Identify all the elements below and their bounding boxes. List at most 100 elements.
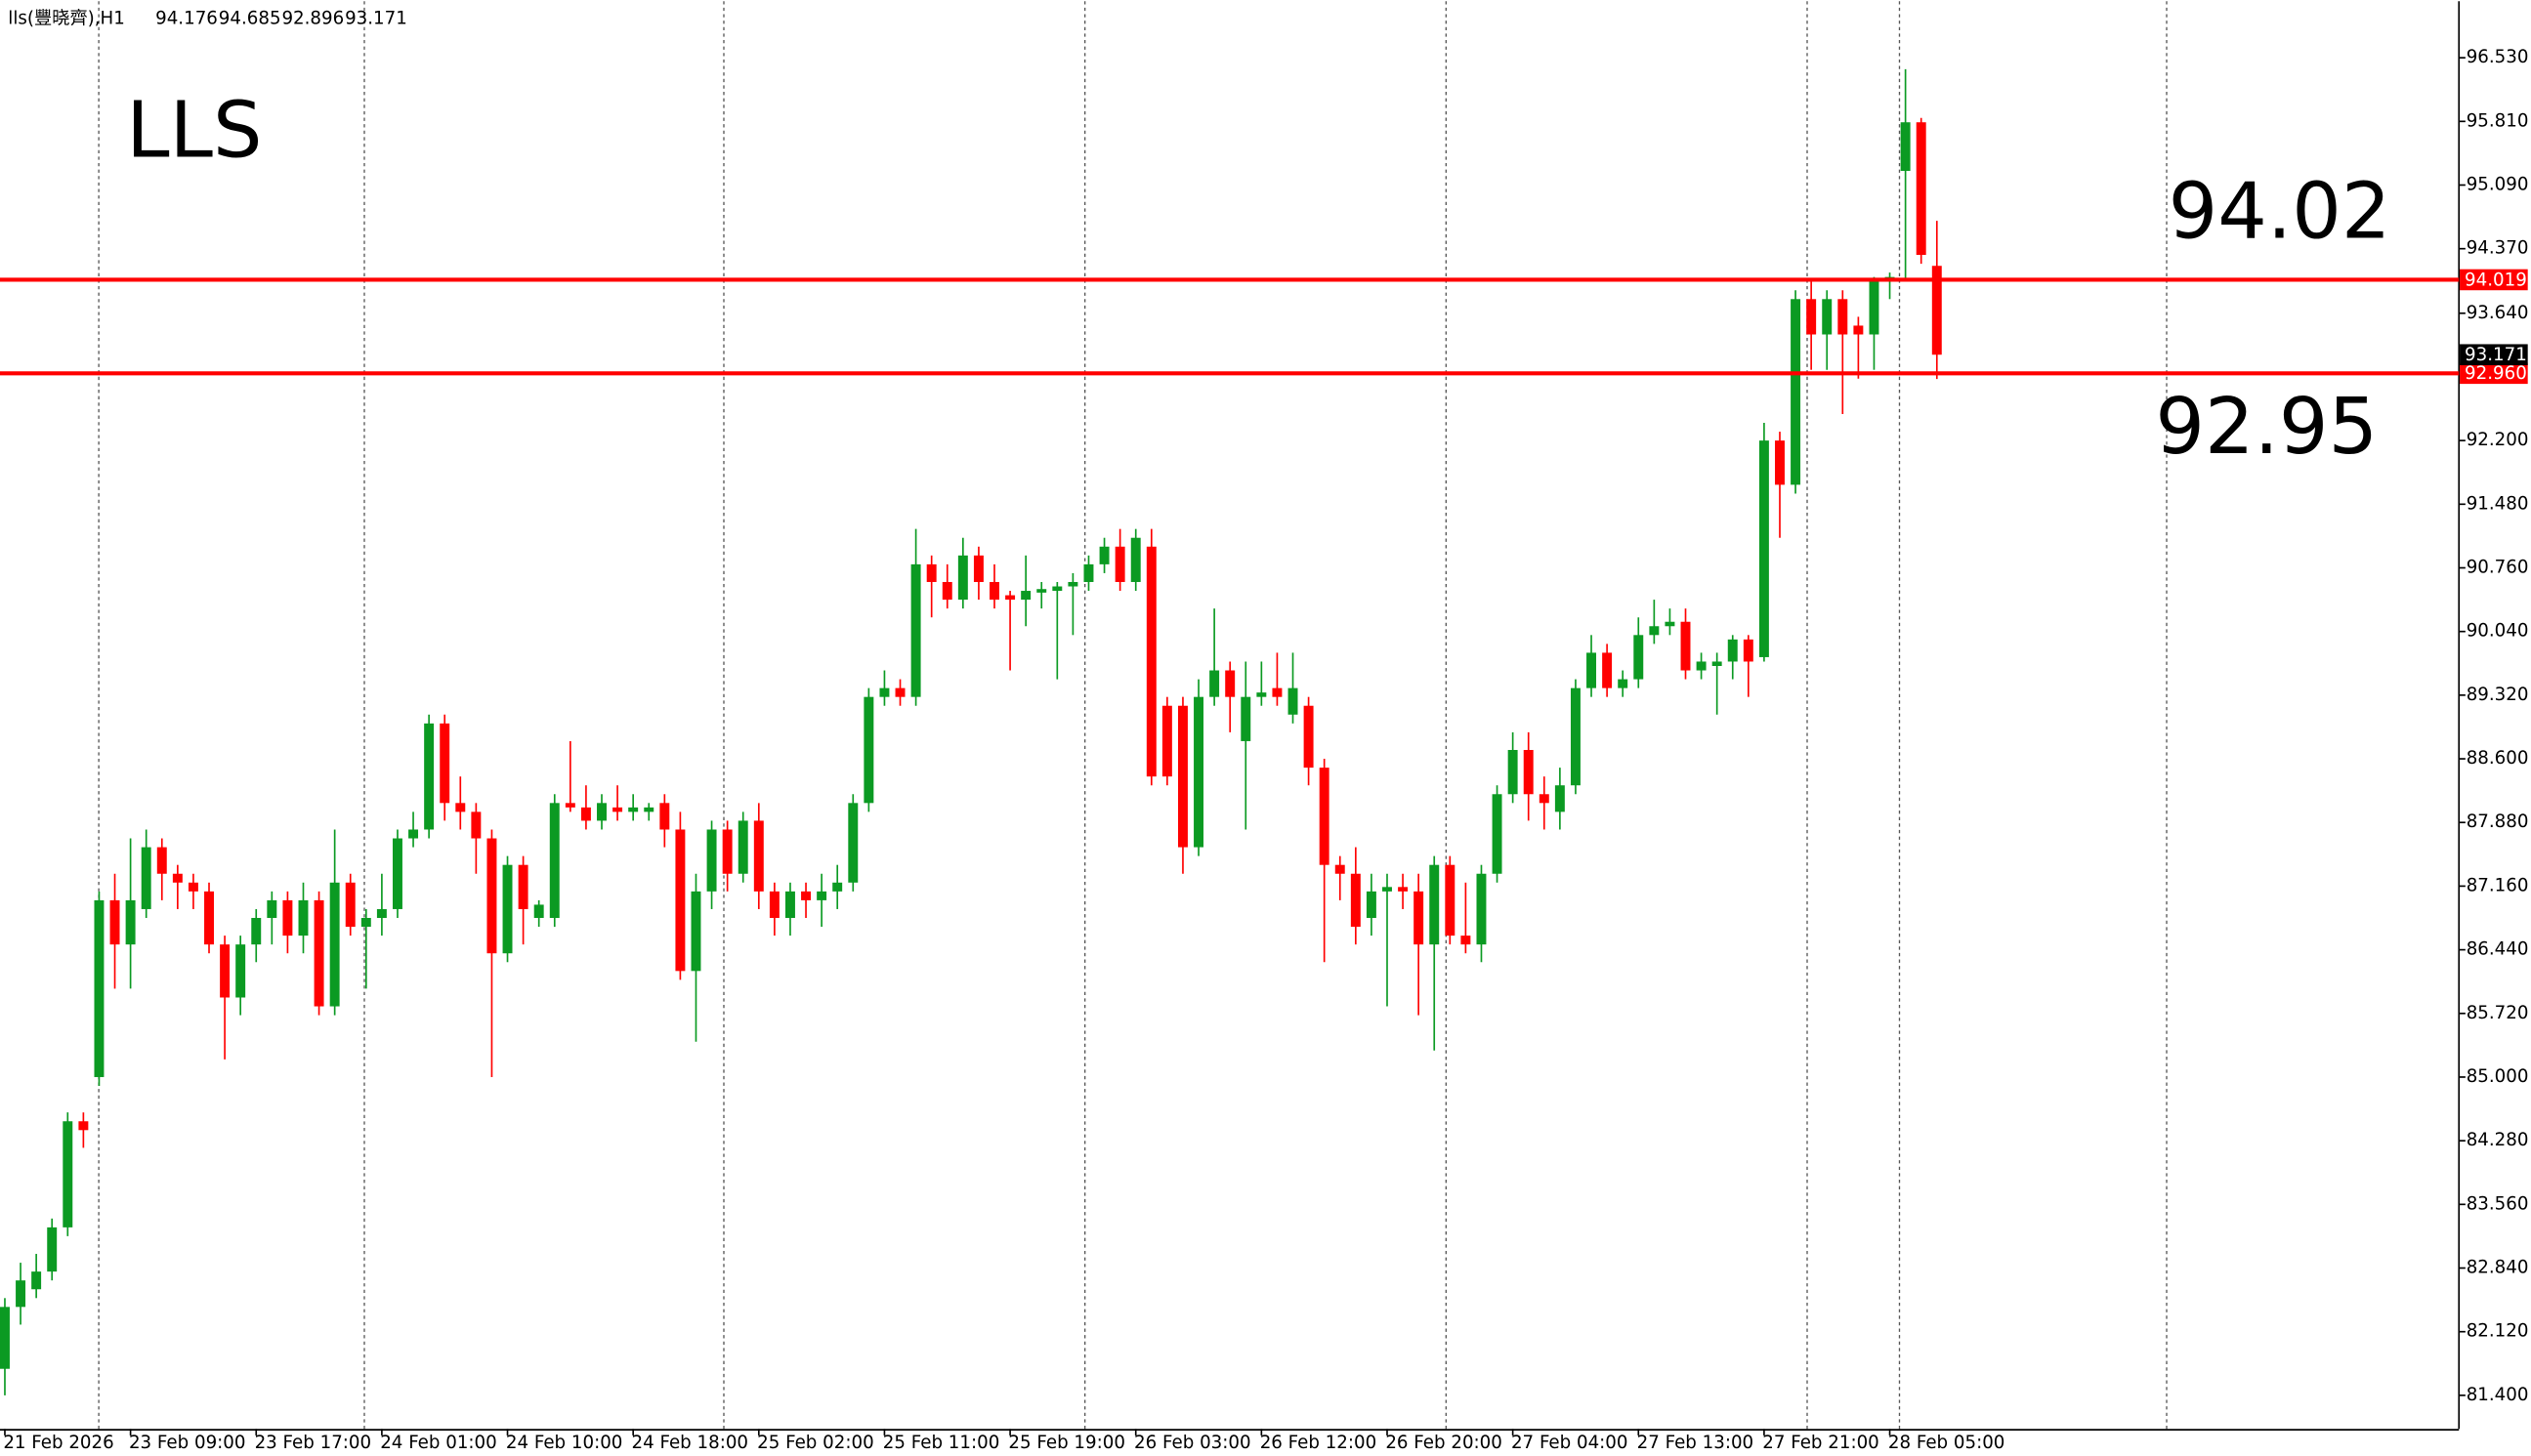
candle-body — [486, 838, 497, 954]
candle-body — [141, 847, 151, 909]
y-tick-label: 87.880 — [2467, 811, 2529, 832]
candle-body — [1350, 873, 1361, 928]
candle-body — [1083, 563, 1094, 582]
candle-body — [1758, 440, 1769, 657]
candle-body — [691, 891, 701, 972]
candle-body — [1476, 873, 1487, 945]
candle-body — [1021, 591, 1032, 601]
y-tick-label: 82.840 — [2467, 1258, 2529, 1278]
candle-body — [1869, 281, 1879, 335]
candle-body — [864, 696, 874, 804]
candle-body — [518, 864, 528, 909]
y-tick-label: 90.760 — [2467, 558, 2529, 578]
candle-body — [78, 1121, 89, 1131]
candle-body — [1398, 887, 1409, 892]
candle-body — [1618, 679, 1628, 688]
y-tick-label: 92.200 — [2467, 430, 2529, 450]
candle-body — [298, 899, 309, 936]
candle-body — [1036, 589, 1047, 593]
x-tick-label: 26 Feb 03:00 — [1134, 1433, 1251, 1453]
candle-body — [1413, 891, 1424, 945]
y-tick-label: 86.440 — [2467, 939, 2529, 960]
candle-body — [47, 1227, 58, 1272]
candle-body — [392, 838, 402, 909]
x-tick-label: 26 Feb 12:00 — [1260, 1433, 1377, 1453]
candle-body — [1052, 586, 1063, 592]
candle-body — [565, 803, 575, 808]
candle-body — [1194, 696, 1204, 848]
y-tick-label: 84.280 — [2467, 1130, 2529, 1150]
candle-body — [1539, 794, 1549, 804]
annotation: 92.95 — [2155, 381, 2378, 472]
candle-body — [957, 555, 968, 601]
annotation: 94.02 — [2169, 166, 2391, 257]
candle-body — [329, 882, 340, 1007]
candle-body — [1366, 891, 1376, 919]
x-tick-label: 21 Feb 2026 — [3, 1433, 113, 1453]
candle-body — [1727, 639, 1738, 662]
x-tick-label: 23 Feb 17:00 — [255, 1433, 372, 1453]
candle-body — [1241, 696, 1251, 741]
candle-body — [31, 1271, 42, 1290]
candle-body — [314, 899, 324, 1007]
candle-body — [1822, 299, 1833, 335]
candle-body — [722, 829, 733, 874]
candle-body — [1837, 299, 1848, 335]
candle-body — [1209, 670, 1220, 697]
y-tick-label: 88.600 — [2467, 748, 2529, 769]
candle-body — [94, 899, 105, 1077]
candle-body — [769, 891, 780, 919]
candle-body — [1696, 661, 1707, 671]
x-tick-label: 25 Feb 19:00 — [1008, 1433, 1125, 1453]
candle-body — [156, 847, 167, 874]
y-tick-label: 83.560 — [2467, 1193, 2529, 1214]
candle-body — [204, 891, 214, 945]
candle-body — [1853, 325, 1864, 335]
candle-body — [753, 820, 764, 892]
y-tick-label: 95.090 — [2467, 174, 2529, 194]
level-badge — [2460, 362, 2528, 385]
candle-body — [1649, 626, 1660, 636]
x-tick-label: 27 Feb 13:00 — [1637, 1433, 1754, 1453]
y-tick-label: 89.320 — [2467, 685, 2529, 705]
candle-body — [784, 891, 795, 919]
y-tick-label: 95.810 — [2467, 110, 2529, 131]
candle-body — [455, 803, 466, 812]
candle-body — [738, 820, 748, 874]
candle-body — [63, 1121, 73, 1227]
y-tick-label: 85.720 — [2467, 1003, 2529, 1023]
candle-body — [990, 581, 999, 601]
candle-body — [1303, 705, 1314, 769]
y-tick-label: 96.530 — [2467, 47, 2529, 67]
candle-body — [109, 899, 120, 945]
y-tick-label: 90.040 — [2467, 621, 2529, 642]
candle-body — [235, 944, 246, 998]
candle-body — [659, 803, 670, 830]
header-ohlc: 92.896 — [281, 8, 344, 28]
candle-body — [471, 811, 482, 839]
y-tick-label: 94.370 — [2467, 238, 2529, 259]
x-tick-label: 25 Feb 02:00 — [757, 1433, 874, 1453]
candle-body — [801, 891, 812, 900]
period-separators — [98, 1, 2168, 1430]
candle-body — [424, 723, 435, 830]
candle-body — [1775, 440, 1785, 485]
candle-body — [1460, 936, 1471, 945]
candle-body — [282, 899, 293, 936]
header-ohlc: 93.171 — [345, 8, 407, 28]
candle-body — [188, 882, 198, 892]
candle-body — [1554, 785, 1565, 812]
candle-body — [675, 829, 686, 972]
candle-body — [1665, 621, 1675, 627]
candle-body — [360, 918, 371, 928]
candle-body — [1272, 687, 1283, 697]
candle-body — [345, 882, 356, 928]
candle-body — [440, 723, 450, 804]
candle-body — [1916, 122, 1926, 256]
chart-title: LLS — [126, 85, 262, 176]
candle-body — [926, 563, 937, 582]
price-badge — [2460, 344, 2528, 366]
candle-body — [1099, 546, 1110, 564]
candle-body — [1068, 581, 1078, 587]
candle-body — [376, 908, 387, 919]
